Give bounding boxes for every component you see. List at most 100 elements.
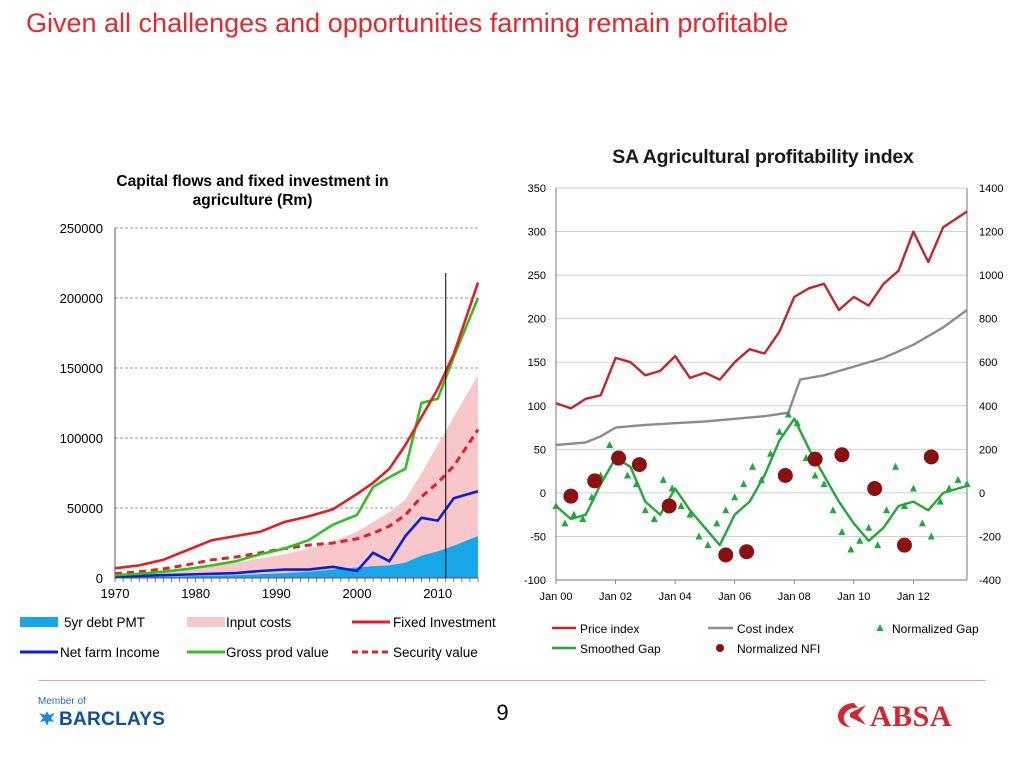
normalized-gap-marker (749, 462, 757, 470)
left-y-tick-label: 250000 (60, 221, 103, 236)
normalized-gap-marker (784, 410, 792, 418)
legend-right-label: Price index (580, 622, 640, 636)
legend-right-label: Cost index (737, 622, 794, 636)
normalized-gap-marker (731, 493, 739, 501)
right-x-tick-label: Jan 00 (539, 591, 572, 603)
left-x-tick-label: 1990 (262, 586, 291, 601)
right-y-left-tick-label: 100 (528, 401, 546, 413)
normalized-gap-marker (588, 493, 596, 501)
normalized-gap-marker (856, 536, 864, 544)
normalized-gap-marker (740, 480, 748, 488)
legend-swatch-debt-pmt (20, 617, 58, 627)
normalized-gap-marker (713, 519, 721, 527)
right-y-left-tick-label: -50 (530, 531, 546, 543)
normalized-gap-marker (695, 532, 703, 540)
right-y-left-tick-label: 350 (528, 183, 546, 195)
barclays-brand-text: BARCLAYS (59, 709, 166, 730)
right-y-right-tick-label: 0 (979, 488, 985, 500)
right-y-right-tick-label: 1400 (979, 183, 1003, 195)
left-y-tick-label: 200000 (60, 291, 103, 306)
left-x-tick-label: 1980 (181, 586, 210, 601)
normalized-gap-marker (874, 541, 882, 549)
footer-divider (38, 680, 986, 681)
right-y-right-tick-label: 800 (979, 314, 997, 326)
normalized-gap-marker (793, 419, 801, 427)
absa-brand-text: ABSA (870, 700, 953, 733)
normalized-nfi-marker (867, 481, 883, 497)
legend-swatch-normalized-nfi (716, 644, 724, 652)
normalized-gap-marker (659, 475, 667, 483)
normalized-gap-marker (650, 515, 658, 523)
normalized-nfi-marker (611, 450, 627, 466)
page-number: 9 (496, 700, 509, 725)
normalized-gap-marker (570, 510, 578, 518)
cost-index-line (555, 309, 968, 447)
normalized-gap-marker (865, 523, 873, 531)
right-y-right-tick-label: 1200 (979, 227, 1003, 239)
left-y-tick-label: 0 (96, 571, 103, 586)
legend-left-label: Fixed Investment (393, 615, 496, 630)
normalized-gap-marker (847, 545, 855, 553)
left-y-tick-label: 50000 (67, 501, 103, 516)
normalized-gap-marker (829, 506, 837, 514)
normalized-nfi-marker (718, 547, 734, 563)
normalized-nfi-marker (834, 447, 850, 463)
left-y-tick-label: 150000 (60, 361, 103, 376)
normalized-gap-marker (945, 484, 953, 492)
legend-left-label: Gross prod value (226, 645, 329, 660)
right-y-right-tick-label: 600 (979, 357, 997, 369)
normalized-gap-marker (677, 501, 685, 509)
right-x-tick-label: Jan 02 (599, 591, 632, 603)
left-x-tick-label: 2000 (343, 586, 372, 601)
legend-swatch-normalized-gap (876, 624, 884, 631)
normalized-gap-marker (632, 480, 640, 488)
right-y-left-tick-label: 200 (528, 314, 546, 326)
normalized-nfi-marker (807, 451, 823, 467)
normalized-gap-marker (668, 484, 676, 492)
right-y-left-tick-label: 50 (534, 444, 546, 456)
slide-title: Given all challenges and opportunities f… (26, 8, 789, 38)
gross-prod-value-line (114, 297, 480, 577)
normalized-nfi-marker (661, 498, 677, 514)
normalized-nfi-marker (739, 544, 755, 560)
normalized-gap-marker (579, 515, 587, 523)
normalized-nfi-marker (923, 449, 939, 465)
barclays-logo: Member of BARCLAYS (38, 696, 165, 731)
right-x-tick-label: Jan 06 (718, 591, 751, 603)
legend-left-label: Input costs (226, 615, 292, 630)
normalized-gap-marker (918, 519, 926, 527)
normalized-gap-marker (561, 519, 569, 527)
price-index-line (555, 210, 968, 410)
legend-left-label: 5yr debt PMT (64, 615, 146, 630)
legend-right-label: Smoothed Gap (580, 642, 661, 656)
left-y-tick-label: 100000 (60, 431, 103, 446)
right-x-tick-label: Jan 08 (778, 591, 811, 603)
legend-right-label: Normalized NFI (737, 642, 821, 656)
right-y-left-tick-label: 300 (528, 227, 546, 239)
legend-right-label: Normalized Gap (892, 622, 979, 636)
right-y-right-tick-label: 200 (979, 444, 997, 456)
normalized-gap-marker (704, 541, 712, 549)
legend-swatch-input-costs (187, 617, 225, 627)
member-of-text: Member of (38, 696, 86, 707)
right-y-left-tick-label: -100 (524, 575, 546, 587)
right-y-left-tick-label: 250 (528, 270, 546, 282)
normalized-gap-marker (552, 501, 560, 509)
normalized-gap-marker (954, 475, 962, 483)
normalized-nfi-marker (563, 488, 579, 504)
normalized-gap-marker (900, 501, 908, 509)
normalized-nfi-marker (777, 467, 793, 483)
normalized-gap-marker (641, 506, 649, 514)
normalized-nfi-marker (587, 473, 603, 489)
right-x-tick-label: Jan 10 (837, 591, 870, 603)
normalized-gap-marker (909, 484, 917, 492)
normalized-gap-marker (686, 510, 694, 518)
right-y-right-tick-label: 400 (979, 401, 997, 413)
normalized-gap-marker (936, 497, 944, 505)
normalized-gap-marker (775, 427, 783, 435)
normalized-gap-marker (606, 440, 614, 448)
normalized-gap-marker (722, 506, 730, 514)
normalized-gap-marker (838, 528, 846, 536)
normalized-nfi-marker (631, 457, 647, 473)
